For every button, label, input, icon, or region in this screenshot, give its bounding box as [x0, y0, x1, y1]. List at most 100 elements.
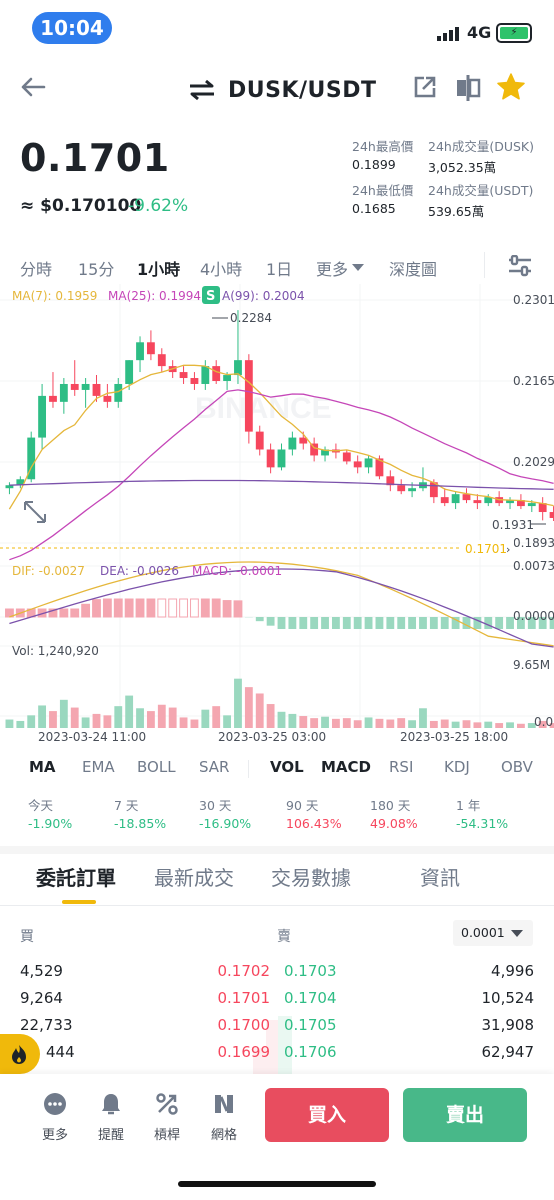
- indicator-ema[interactable]: EMA: [82, 758, 115, 776]
- bid-qty: 9,264: [20, 989, 63, 1007]
- candle-body: [506, 500, 514, 504]
- precision-select[interactable]: 0.0001: [453, 920, 533, 946]
- macd-bar: [419, 617, 427, 629]
- swap-arrows-icon: [190, 79, 214, 101]
- volume-bar: [527, 723, 536, 728]
- candle-body: [234, 360, 242, 376]
- pair-selector[interactable]: DUSK/USDT: [188, 74, 377, 106]
- volume-bar: [223, 715, 232, 728]
- tab-order-book[interactable]: 委託訂單: [36, 866, 116, 890]
- macd-bar: [375, 617, 384, 629]
- hot-coins-button[interactable]: [0, 1034, 40, 1074]
- macd-bar: [495, 617, 504, 629]
- vol-tick-1: 9.65M: [513, 658, 550, 672]
- volume-bar: [168, 707, 177, 728]
- macd-bar: [266, 617, 275, 626]
- candle-body: [451, 494, 460, 504]
- favorite-star-icon[interactable]: [496, 72, 526, 102]
- interval-tab-time[interactable]: 分時: [20, 260, 53, 279]
- ask-price: 0.1703: [284, 962, 337, 980]
- bid-qty: 444: [46, 1043, 75, 1061]
- interval-tab-1h[interactable]: 1小時: [137, 260, 181, 279]
- candle-body: [429, 482, 438, 498]
- candle-body: [277, 449, 286, 468]
- candle-body: [321, 449, 329, 456]
- leverage-button[interactable]: 槓桿: [147, 1092, 187, 1143]
- indicator-sar[interactable]: SAR: [199, 758, 230, 776]
- ask-qty: 31,908: [481, 1016, 535, 1034]
- orderbook-row[interactable]: 9,264 0.1701 0.1704 10,524: [0, 985, 554, 1011]
- interval-tab-1d[interactable]: 1日: [266, 260, 293, 279]
- orderbook-row[interactable]: 22,733 0.1700 0.1705 31,908: [0, 1012, 554, 1038]
- volume-bar: [277, 711, 286, 728]
- candle-body: [255, 431, 264, 450]
- candle-body: [549, 512, 554, 518]
- macd-bar: [48, 608, 58, 618]
- more-label: 更多: [41, 1128, 68, 1143]
- ma25-line: [9, 389, 554, 561]
- flame-icon: [12, 1045, 26, 1064]
- sell-button[interactable]: 賣出: [403, 1088, 527, 1142]
- expand-icon[interactable]: [24, 501, 46, 523]
- tab-trading-data[interactable]: 交易數據: [271, 866, 351, 890]
- battery-icon: ⚡: [496, 23, 532, 43]
- bid-qty: 4,529: [20, 962, 63, 980]
- chart-settings-icon[interactable]: [508, 255, 532, 277]
- indicator-macd[interactable]: MACD: [321, 758, 371, 776]
- compare-icon[interactable]: [455, 74, 481, 102]
- candle-body: [375, 458, 384, 477]
- macd-bar: [299, 617, 308, 629]
- tab-recent-trades[interactable]: 最新成交: [154, 866, 234, 890]
- macd-bar: [473, 617, 482, 629]
- interval-tab-15m[interactable]: 15分: [78, 260, 115, 279]
- candle-body: [408, 488, 417, 492]
- bid-depth-bar: [266, 1020, 278, 1050]
- s-badge-icon: S: [202, 286, 220, 304]
- candle-body: [201, 366, 210, 384]
- more-button[interactable]: 更多: [35, 1092, 75, 1143]
- macd-bar: [516, 617, 525, 629]
- candle-body: [342, 452, 351, 462]
- price-tick-3: 0.2029: [513, 455, 554, 469]
- more-dots-icon: [44, 1093, 66, 1115]
- volume-bar: [92, 713, 101, 728]
- candle-body: [16, 479, 25, 486]
- back-arrow-icon[interactable]: [18, 72, 48, 102]
- indicator-vol[interactable]: VOL: [270, 758, 304, 776]
- volume-bar: [353, 720, 362, 728]
- grid-button[interactable]: 網格: [204, 1092, 244, 1143]
- time-label-1: 2023-03-24 11:00: [38, 730, 146, 744]
- indicator-kdj[interactable]: KDJ: [444, 758, 470, 776]
- macd-bar: [157, 598, 167, 618]
- orderbook-row[interactable]: 4,529 0.1702 0.1703 4,996: [0, 958, 554, 984]
- indicator-obv[interactable]: OBV: [501, 758, 533, 776]
- volume-bar: [549, 723, 554, 728]
- indicator-ma[interactable]: MA: [29, 758, 56, 776]
- indicator-boll[interactable]: BOLL: [137, 758, 176, 776]
- volume-bar: [255, 693, 264, 728]
- interval-tab-4h[interactable]: 4小時: [200, 260, 243, 279]
- interval-tab-depth[interactable]: 深度圖: [389, 260, 438, 279]
- chart-grid: [0, 284, 554, 724]
- candle-body: [92, 383, 101, 396]
- candle-body: [146, 342, 155, 355]
- last-price-tag[interactable]: [460, 540, 514, 557]
- kline-chart[interactable]: BINANCE MA(7): 0.1959 MA(25): 0.1994 S A…: [0, 284, 554, 746]
- macd-bar: [200, 598, 210, 618]
- price-tick-1: 0.2301: [513, 293, 554, 307]
- tab-info[interactable]: 資訊: [420, 866, 460, 890]
- buy-button[interactable]: 買入: [265, 1088, 389, 1142]
- volume-bar: [440, 719, 449, 728]
- candle-body: [386, 476, 395, 486]
- macd-bar: [211, 598, 221, 618]
- bid-depth-bar: [253, 1048, 278, 1074]
- share-icon[interactable]: [412, 74, 438, 100]
- high-label: 24h最高價: [352, 139, 414, 154]
- low-value: 0.1685: [352, 201, 396, 216]
- orderbook-row[interactable]: 444 0.1699 0.1706 62,947: [0, 1039, 554, 1065]
- alert-label: 提醒: [97, 1128, 124, 1143]
- alert-button[interactable]: 提醒: [91, 1092, 131, 1143]
- time-label-2: 2023-03-25 03:00: [218, 730, 326, 744]
- interval-tab-more[interactable]: 更多: [316, 256, 365, 280]
- indicator-rsi[interactable]: RSI: [389, 758, 414, 776]
